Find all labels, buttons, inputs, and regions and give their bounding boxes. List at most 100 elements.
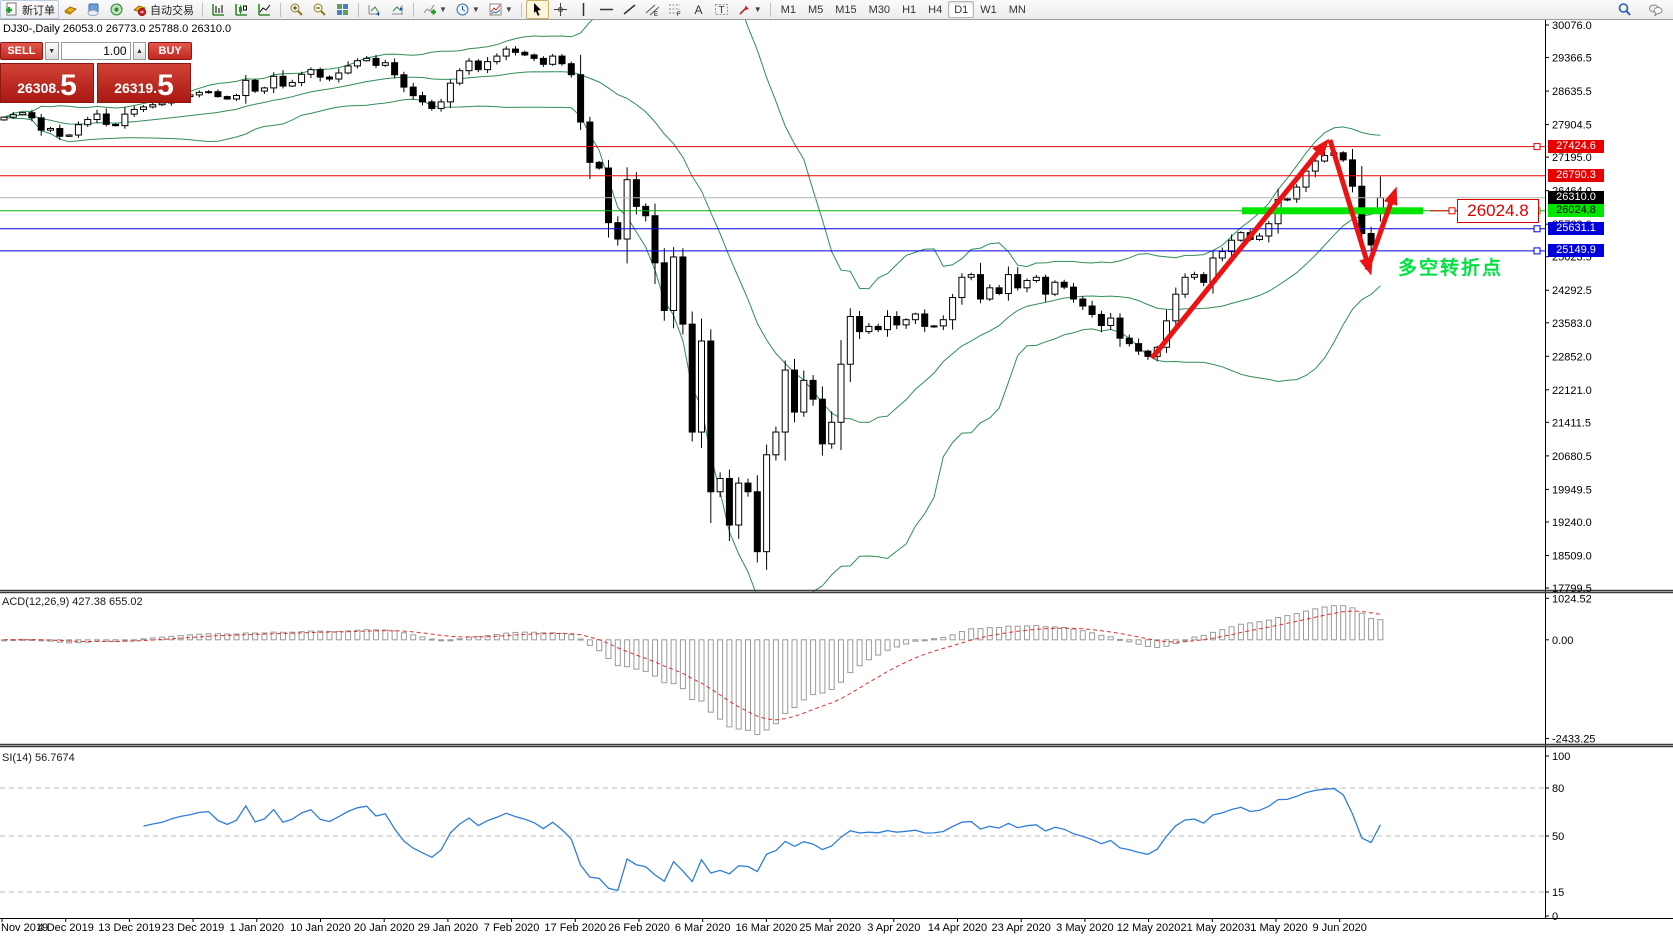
svg-text:20 Jan 2020: 20 Jan 2020 [354,922,415,934]
turning-point-annotation[interactable]: 多空转折点 [1398,258,1504,279]
svg-text:17799.5: 17799.5 [1552,583,1592,595]
toolbar-separator [202,2,203,17]
timeframe-button-m30[interactable]: M30 [868,3,891,16]
svg-text:3 May 2020: 3 May 2020 [1056,922,1113,934]
svg-text:23 Apr 2020: 23 Apr 2020 [992,922,1051,934]
timeframe-button-w1[interactable]: W1 [980,3,997,16]
chevron-down-icon[interactable]: ▼ [504,5,513,14]
svg-text:19240.0: 19240.0 [1552,517,1592,529]
svg-text:27195.0: 27195.0 [1552,152,1592,164]
navigator-icon [109,2,124,17]
zoom-in-icon [289,2,304,17]
toolbar-separator [520,2,522,17]
fibonacci-button[interactable]: F [664,0,687,19]
price-axis[interactable]: 30076.029366.528635.527904.527195.026464… [1545,20,1595,923]
toolbar: 新订单 自动交易 ▼ ▼ ▼ E F A T ▼ M1 M5 M15 M30 H1 H4 D1 W1 MN [0,0,1673,20]
chart-shift-button[interactable] [386,0,409,19]
crosshair-icon [553,2,568,17]
fibonacci-icon: F [668,2,683,17]
timeframe-button-d1[interactable]: D1 [948,1,975,18]
autotrading-button[interactable]: 自动交易 [128,0,198,19]
timeframe-button-m1[interactable]: M1 [780,3,796,16]
svg-text:20680.5: 20680.5 [1552,451,1592,463]
candlestick-chart-button[interactable] [230,0,253,19]
buy-price-box[interactable]: 26319. 5 [97,63,191,103]
main-chart-area [0,19,1545,592]
svg-text:15: 15 [1552,887,1564,899]
line-chart-button[interactable] [253,0,276,19]
chevron-down-icon[interactable]: ▼ [471,5,480,14]
bar-chart-button[interactable] [207,0,230,19]
chart-frame [0,19,1673,919]
price-badge-26790.3: 26790.3 [1548,169,1604,183]
chevron-down-icon[interactable]: ▼ [753,5,762,14]
label-button[interactable]: T [710,0,733,19]
chat-button[interactable] [1644,0,1667,19]
candlestick-icon [234,2,249,17]
indicators-button[interactable]: ▼ [418,0,451,19]
svg-text:27904.5: 27904.5 [1552,120,1592,132]
buy-price-big-digit: 5 [157,69,174,102]
timeframe-button-h1[interactable]: H1 [902,3,917,16]
new-order-icon [4,2,19,17]
clock-icon [455,2,470,17]
svg-text:29 Jan 2020: 29 Jan 2020 [418,922,479,934]
zoom-in-button[interactable] [285,0,308,19]
text-button[interactable]: A [687,0,710,19]
cursor-button[interactable] [525,0,549,19]
one-click-trading-panel: SELL ▼ ▲ BUY 26308.5 26319.5 [0,42,192,103]
hline-handle[interactable] [1533,225,1541,233]
hline-button[interactable] [595,0,618,19]
tile-windows-button[interactable] [331,0,354,19]
svg-text:Nov 2019: Nov 2019 [1,922,48,934]
vline-button[interactable] [572,0,595,19]
hline-icon [599,2,614,17]
chevron-down-icon[interactable]: ▼ [439,5,447,14]
toolbar-separator [280,2,281,17]
shapes-button[interactable]: ▼ [733,0,766,19]
sell-price-box[interactable]: 26308. 5 [0,63,94,103]
timeframe-button-h4[interactable]: H4 [928,3,943,16]
callout-handle[interactable] [1448,207,1456,215]
timeframe-button-mn[interactable]: MN [1008,3,1026,16]
navigator-button[interactable] [105,0,128,19]
rsi-label: SI(14) 56.7674 [2,752,75,764]
volume-increase-button[interactable]: ▲ [132,42,147,60]
svg-text:0: 0 [1552,911,1558,923]
svg-text:25 Mar 2020: 25 Mar 2020 [799,922,861,934]
svg-text:-2433.25: -2433.25 [1552,733,1595,745]
svg-text:21 May 2020: 21 May 2020 [1180,922,1244,934]
svg-text:14 Apr 2020: 14 Apr 2020 [928,922,987,934]
hline-handle[interactable] [1533,143,1541,151]
volume-input[interactable] [60,42,131,60]
buy-price-main: 26319 [114,80,154,96]
marketwatch-button[interactable] [59,0,82,19]
trendline-button[interactable] [618,0,641,19]
svg-text:19949.5: 19949.5 [1552,484,1592,496]
new-order-button[interactable]: 新订单 [0,0,59,19]
buy-button[interactable]: BUY [148,42,192,60]
timeframe-button-m5[interactable]: M5 [807,3,824,16]
svg-text:6 Mar 2020: 6 Mar 2020 [675,922,731,934]
auto-scroll-button[interactable] [363,0,386,19]
rsi-panel [0,787,1545,893]
trend-arrows[interactable] [1150,138,1398,360]
templates-button[interactable]: ▼ [484,0,517,19]
crosshair-button[interactable] [549,0,572,19]
price-badge-26310.0: 26310.0 [1548,191,1604,205]
bar-chart-icon [211,2,226,17]
hline-handle[interactable] [1533,247,1541,255]
green-level-band[interactable] [1242,207,1423,215]
price-callout-box[interactable]: 26024.8 [1457,199,1539,223]
data-window-button[interactable] [82,0,105,19]
periods-button[interactable]: ▼ [451,0,484,19]
timeframe-button-m15[interactable]: M15 [835,3,857,16]
svg-text:12 May 2020: 12 May 2020 [1117,922,1181,934]
zoom-out-button[interactable] [308,0,331,19]
volume-decrease-button[interactable]: ▼ [44,42,59,60]
sell-button[interactable]: SELL [0,42,43,60]
search-button[interactable] [1613,0,1636,19]
channel-button[interactable]: E [641,0,664,19]
